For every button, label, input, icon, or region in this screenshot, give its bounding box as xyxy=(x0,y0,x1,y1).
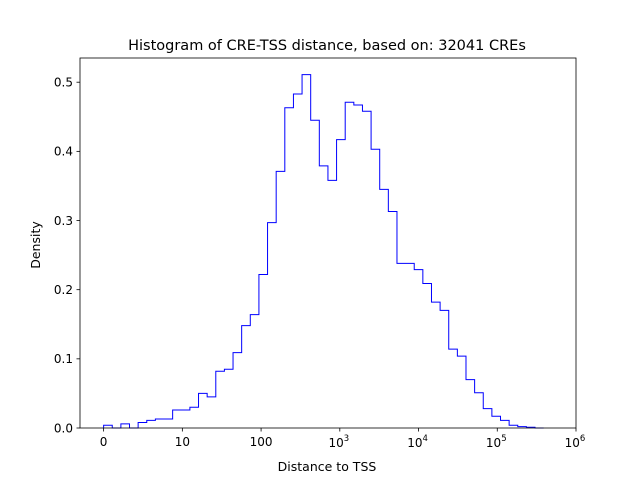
x-tick-label: 10 xyxy=(175,435,190,449)
y-tick-label: 0.4 xyxy=(54,145,73,159)
x-tick-label-exponent: 3 xyxy=(344,434,349,444)
x-axis-label: Distance to TSS xyxy=(278,459,377,474)
x-tick-label: 106 xyxy=(565,434,586,450)
y-axis-label: Density xyxy=(28,221,43,269)
x-tick-label-exponent: 4 xyxy=(422,434,427,444)
y-tick-label: 0.2 xyxy=(54,283,73,297)
x-tick-label-base: 10 xyxy=(486,436,501,450)
x-tick-label-exponent: 5 xyxy=(501,434,506,444)
y-tick-label: 0.5 xyxy=(54,76,73,90)
x-tick-label-base: 10 xyxy=(565,436,580,450)
x-tick-label: 103 xyxy=(328,434,349,450)
x-tick-label-exponent: 6 xyxy=(580,434,585,444)
chart-title: Histogram of CRE-TSS distance, based on:… xyxy=(128,38,526,54)
x-tick-label-base: 10 xyxy=(328,436,343,450)
y-tick-label: 0.0 xyxy=(54,421,73,435)
x-tick-label: 0 xyxy=(100,435,108,449)
y-tick-label: 0.3 xyxy=(54,214,73,228)
x-tick-label: 104 xyxy=(407,434,428,450)
x-tick-label: 105 xyxy=(486,434,507,450)
y-tick-label: 0.1 xyxy=(54,352,73,366)
histogram-step-line xyxy=(103,74,544,429)
x-tick-label: 100 xyxy=(250,435,273,449)
x-tick-label-base: 10 xyxy=(407,436,422,450)
plot-area-frame xyxy=(79,57,577,429)
